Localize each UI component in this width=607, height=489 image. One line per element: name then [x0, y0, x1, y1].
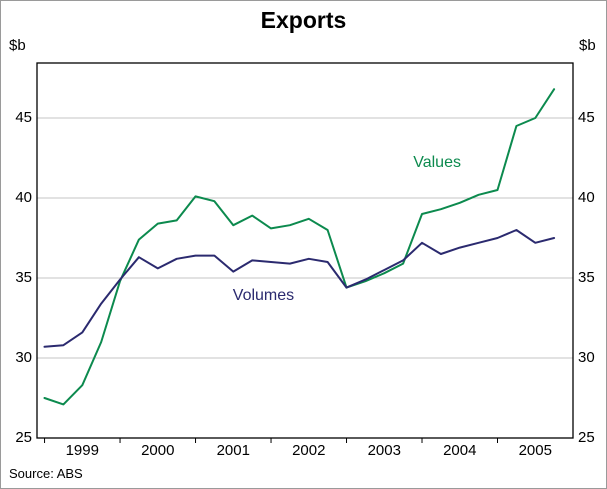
chart-title: Exports — [260, 7, 347, 33]
y-axis-label-right-35: 35 — [578, 269, 595, 287]
x-axis-label-2003: 2003 — [367, 442, 401, 459]
y-axis-label-right-25: 25 — [578, 429, 595, 446]
series-label-values: Values — [413, 153, 461, 171]
x-axis-label-2001: 2001 — [216, 442, 250, 459]
y-axis-label-left-25: 25 — [15, 429, 32, 446]
y-axis-label-left-45: 45 — [15, 109, 32, 127]
x-axis-label-2005: 2005 — [518, 442, 552, 459]
y-axis-label-left-35: 35 — [15, 269, 32, 287]
y-axis-label-left-30: 30 — [15, 349, 32, 366]
x-axis-label-2002: 2002 — [292, 442, 326, 459]
x-axis-label-2000: 2000 — [141, 442, 175, 459]
x-axis-label-2004: 2004 — [443, 442, 477, 459]
plot-frame — [36, 62, 574, 439]
y-axis-unit-left: $b — [9, 37, 26, 54]
y-axis-label-left-40: 40 — [15, 189, 32, 207]
y-axis-label-right-30: 30 — [578, 349, 595, 366]
y-axis-label-right-45: 45 — [578, 109, 595, 127]
y-axis-label-right-40: 40 — [578, 189, 595, 207]
series-label-volumes: Volumes — [232, 286, 295, 304]
volumes-line — [43, 229, 556, 348]
y-axis-unit-right: $b — [579, 37, 596, 54]
values-line — [43, 88, 556, 406]
source-note: Source: ABS — [9, 466, 83, 481]
x-axis-label-1999: 1999 — [65, 442, 99, 459]
